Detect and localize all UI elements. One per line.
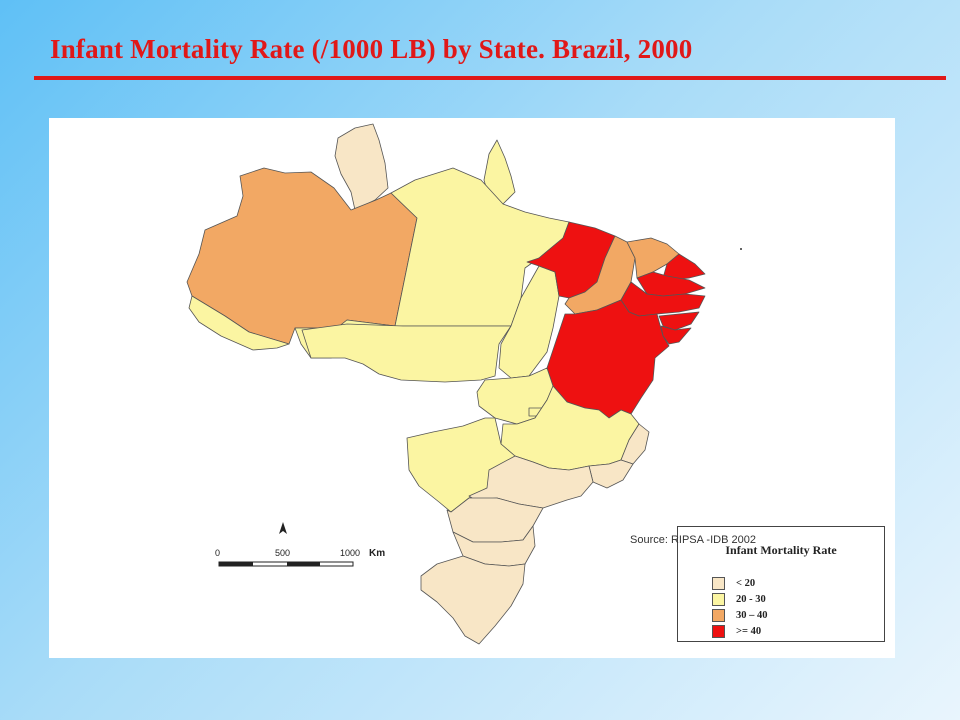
island-dot: [740, 248, 742, 250]
legend-title: Infant Mortality Rate: [725, 543, 837, 557]
state-roraima: [334, 123, 389, 211]
legend-label: >= 40: [736, 625, 762, 637]
map-panel: 0 500 1000 Km Infant Mortality Rate < 20…: [49, 118, 895, 658]
scale-tick-1000: 1000: [340, 548, 360, 558]
legend-item: < 20: [712, 575, 768, 591]
north-arrow-icon: [279, 522, 287, 534]
page-title: Infant Mortality Rate (/1000 LB) by Stat…: [50, 34, 693, 64]
legend-item: 20 - 30: [712, 591, 768, 607]
state-mato-grosso: [301, 323, 512, 383]
legend-item: 30 – 40: [712, 607, 768, 623]
scale-unit: Km: [369, 548, 385, 559]
legend-swatch-ge40: [712, 624, 725, 638]
state-rio-grande-do-sul: [420, 555, 526, 645]
legend-items: < 20 20 - 30 30 – 40 >= 40: [712, 575, 768, 639]
scale-tick-0: 0: [215, 548, 220, 558]
legend-label: 30 – 40: [736, 609, 768, 621]
legend-label: < 20: [736, 577, 756, 589]
scale-bar: 0 500 1000 Km: [215, 548, 385, 567]
legend-swatch-lt20: [712, 576, 725, 590]
legend: Infant Mortality Rate < 20 20 - 30 30 – …: [677, 526, 885, 642]
legend-label: 20 - 30: [736, 593, 766, 605]
legend-item: >= 40: [712, 623, 768, 639]
state-rio-de-janeiro: [588, 459, 634, 489]
scale-tick-500: 500: [275, 548, 290, 558]
legend-swatch-20-30: [712, 592, 725, 606]
state-acre: [188, 295, 290, 351]
state-alagoas: [658, 311, 700, 331]
legend-swatch-30-40: [712, 608, 725, 622]
brazil-map: 0 500 1000 Km: [186, 123, 742, 645]
title-underline: [34, 76, 946, 80]
source-note: Source: RIPSA -IDB 2002: [630, 534, 756, 546]
